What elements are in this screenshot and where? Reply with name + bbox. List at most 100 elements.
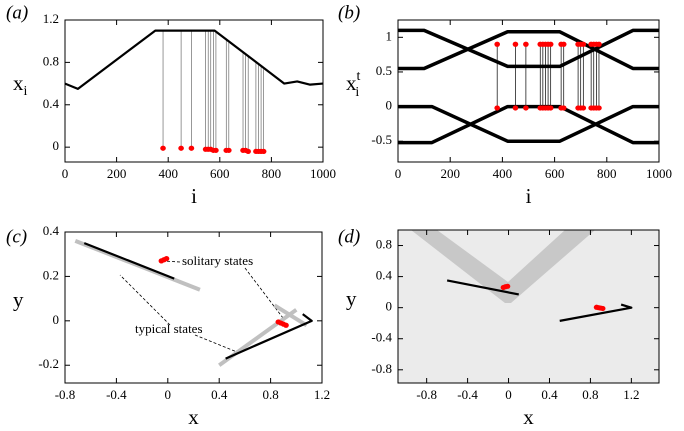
annotation: typical states xyxy=(135,321,203,336)
x-axis-label: i xyxy=(191,184,197,208)
x-tick-label: 800 xyxy=(262,166,282,181)
curve xyxy=(398,104,659,143)
point xyxy=(523,41,529,47)
y-tick-label: 0.4 xyxy=(376,268,393,283)
annotation: solitary states xyxy=(182,253,253,268)
y-axis-label-main: x xyxy=(346,71,357,95)
panel-label: (b) xyxy=(338,2,360,23)
leader-line xyxy=(194,334,238,353)
y-axis-label-sup: t xyxy=(357,69,361,84)
x-axis-label: i xyxy=(526,184,532,208)
point xyxy=(260,148,267,155)
panel-label: (a) xyxy=(6,2,28,23)
y-axis-label-main: x xyxy=(13,71,24,95)
y-axis-label: y xyxy=(13,287,24,311)
x-tick-label: 1.2 xyxy=(314,387,330,402)
y-tick-label: 0.2 xyxy=(43,267,59,282)
plot-area xyxy=(74,239,313,367)
y-tick-label: 1 xyxy=(386,28,393,43)
leader-line xyxy=(119,274,171,326)
x-tick-label: 0 xyxy=(62,166,69,181)
axes-frame xyxy=(397,19,660,163)
curve xyxy=(398,28,659,69)
y-tick-label: 0.8 xyxy=(376,237,392,252)
point xyxy=(560,41,567,47)
point xyxy=(596,105,602,111)
point xyxy=(494,41,500,47)
point xyxy=(596,41,602,47)
y-tick-label: -0.4 xyxy=(371,330,392,345)
x-tick-label: 0 xyxy=(165,387,172,402)
point xyxy=(560,105,567,111)
point xyxy=(213,147,219,153)
curve xyxy=(398,104,659,145)
leader-lines xyxy=(119,260,284,353)
point xyxy=(599,305,606,312)
x-tick-label: 1000 xyxy=(310,166,336,181)
x-tick-label: 0 xyxy=(395,166,402,181)
point xyxy=(283,322,289,328)
point xyxy=(494,105,500,111)
y-tick-label: 0.4 xyxy=(43,223,60,238)
y-tick-label: 0 xyxy=(53,312,60,327)
y-tick-label: -0.8 xyxy=(371,361,392,376)
curve xyxy=(398,30,659,71)
x-tick-label: 1000 xyxy=(646,166,672,181)
x-tick-label: 200 xyxy=(440,166,460,181)
x-tick-label: 400 xyxy=(158,166,178,181)
basin-background xyxy=(398,230,659,383)
x-tick-label: 0 xyxy=(505,387,512,402)
x-tick-label: 0.4 xyxy=(211,387,228,402)
point xyxy=(512,41,519,47)
panel-label: (c) xyxy=(6,226,27,247)
point xyxy=(178,145,184,151)
x-axis-label: x xyxy=(523,405,534,429)
x-tick-label: -0.4 xyxy=(457,387,478,402)
point xyxy=(580,105,587,111)
plot-area xyxy=(398,28,659,145)
basin-region xyxy=(411,230,595,303)
point xyxy=(580,41,587,47)
axes-frame xyxy=(397,229,660,384)
axes-frame xyxy=(64,19,324,163)
curve xyxy=(225,313,313,360)
y-tick-label: -0.2 xyxy=(38,356,59,371)
y-axis-label-main: y xyxy=(346,286,357,310)
x-tick-label: -0.4 xyxy=(106,387,127,402)
leader-line xyxy=(244,267,284,319)
x-tick-label: 200 xyxy=(107,166,127,181)
curve xyxy=(559,303,633,322)
y-tick-label: 0 xyxy=(386,98,393,113)
x-tick-label: 1.2 xyxy=(623,387,639,402)
x-tick-label: 800 xyxy=(597,166,617,181)
x-tick-label: 600 xyxy=(545,166,565,181)
point xyxy=(547,41,554,47)
x-tick-label: 0.4 xyxy=(541,387,558,402)
point xyxy=(245,148,251,155)
curve xyxy=(83,242,175,280)
point xyxy=(547,105,554,111)
band-line xyxy=(273,303,308,327)
plot-area xyxy=(65,29,323,155)
x-tick-label: -0.8 xyxy=(416,387,437,402)
axes-frame xyxy=(64,231,323,384)
leader-line xyxy=(162,260,181,263)
panel-label: (d) xyxy=(338,226,360,247)
y-axis-label: xt i xyxy=(346,69,361,100)
x-tick-label: 600 xyxy=(210,166,230,181)
y-axis-label: xi xyxy=(13,71,28,99)
point xyxy=(512,105,519,111)
y-axis-label-sub: i xyxy=(24,84,28,99)
y-tick-label: 0.5 xyxy=(376,63,392,78)
point xyxy=(523,105,529,111)
plot-area xyxy=(446,279,633,322)
point xyxy=(163,256,170,262)
y-axis-label-sub: i xyxy=(355,85,359,100)
x-tick-label: 400 xyxy=(493,166,513,181)
point xyxy=(160,145,166,151)
y-axis-label-main: y xyxy=(13,287,24,311)
curve xyxy=(446,279,519,296)
y-tick-label: 0 xyxy=(53,138,60,153)
y-tick-label: 0 xyxy=(386,299,393,314)
